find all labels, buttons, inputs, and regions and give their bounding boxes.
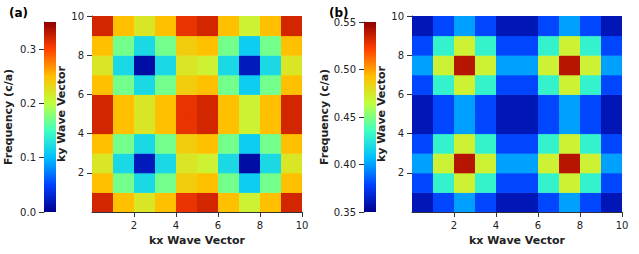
svg-text:2: 2 xyxy=(451,220,457,231)
svg-text:8: 8 xyxy=(78,50,84,61)
svg-text:10: 10 xyxy=(391,11,404,22)
svg-text:kx Wave Vector: kx Wave Vector xyxy=(149,234,246,247)
svg-text:ky Wave Vector: ky Wave Vector xyxy=(55,65,68,162)
svg-text:0.3: 0.3 xyxy=(20,44,36,55)
svg-text:(a): (a) xyxy=(9,6,28,20)
svg-text:6: 6 xyxy=(215,220,221,231)
svg-text:6: 6 xyxy=(78,89,84,100)
svg-text:Frequency (c/a): Frequency (c/a) xyxy=(2,69,15,165)
svg-text:Frequency (c/a): Frequency (c/a) xyxy=(318,69,331,165)
svg-text:0.55: 0.55 xyxy=(333,16,356,28)
svg-text:2: 2 xyxy=(398,167,404,178)
svg-text:0.2: 0.2 xyxy=(20,98,36,109)
svg-text:(b): (b) xyxy=(329,6,349,20)
svg-text:4: 4 xyxy=(493,220,499,231)
svg-text:2: 2 xyxy=(78,167,84,178)
svg-text:2: 2 xyxy=(131,220,137,231)
svg-text:kx Wave Vector: kx Wave Vector xyxy=(469,234,566,247)
svg-text:0.1: 0.1 xyxy=(20,152,36,163)
svg-text:0.35: 0.35 xyxy=(334,207,356,218)
svg-text:0.50: 0.50 xyxy=(334,64,356,75)
svg-text:10: 10 xyxy=(71,11,84,22)
svg-text:6: 6 xyxy=(398,89,404,100)
svg-text:10: 10 xyxy=(616,220,629,231)
svg-text:ky Wave Vector: ky Wave Vector xyxy=(375,65,388,162)
svg-text:0.0: 0.0 xyxy=(20,207,36,218)
svg-text:4: 4 xyxy=(398,128,404,139)
svg-text:8: 8 xyxy=(257,220,263,231)
svg-text:0.40: 0.40 xyxy=(334,159,356,170)
svg-text:4: 4 xyxy=(173,220,179,231)
svg-text:6: 6 xyxy=(535,220,541,231)
svg-text:8: 8 xyxy=(398,50,404,61)
svg-text:10: 10 xyxy=(296,220,309,231)
svg-text:8: 8 xyxy=(577,220,583,231)
svg-text:4: 4 xyxy=(78,128,84,139)
svg-text:0.45: 0.45 xyxy=(334,112,356,123)
